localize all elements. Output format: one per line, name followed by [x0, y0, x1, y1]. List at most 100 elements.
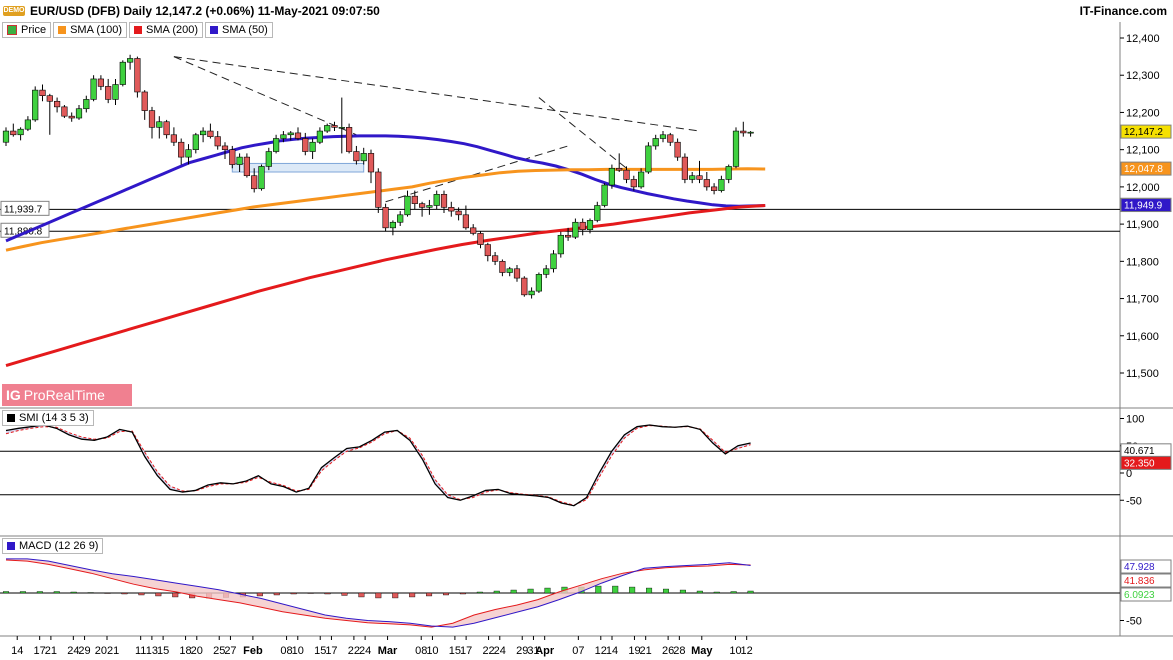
- macd-histogram-bar: [290, 592, 297, 595]
- candle-body: [550, 253, 557, 270]
- date-tick-label: 29: [516, 645, 528, 657]
- date-tick-label: 21: [45, 645, 57, 657]
- candle-body: [68, 115, 75, 119]
- smi-tick-label: 0: [1126, 468, 1132, 480]
- legend-sma50[interactable]: SMA (50): [205, 22, 273, 38]
- price-tag-box: [1120, 198, 1172, 213]
- date-tick-label: 27: [224, 645, 236, 657]
- candle-body: [331, 125, 338, 128]
- trendline-upper: [173, 56, 700, 132]
- candle-body: [265, 151, 272, 167]
- support-label: 11,939.7: [4, 204, 43, 215]
- candle-body: [105, 86, 112, 100]
- candle-body: [119, 61, 126, 85]
- candle-body: [353, 151, 360, 162]
- candle-body: [637, 171, 645, 188]
- candle-body: [645, 145, 652, 173]
- candle-body: [192, 134, 199, 150]
- price-tick-label: 11,900: [1126, 219, 1159, 231]
- candle-body: [243, 156, 251, 177]
- legend-sma100[interactable]: SMA (100): [53, 22, 128, 38]
- legend-price[interactable]: Price: [2, 22, 52, 38]
- macd-tag-box: [1120, 573, 1172, 588]
- candle-body: [375, 171, 382, 208]
- date-tick-label: 11: [135, 645, 146, 657]
- candle-body: [221, 145, 229, 150]
- candle-body: [616, 167, 623, 171]
- date-tick-label: 25: [213, 645, 225, 657]
- macd-histogram-bar: [679, 589, 686, 594]
- candle-body: [170, 134, 178, 143]
- date-tick-label: 13: [146, 645, 158, 657]
- price-tick-label: 12,000: [1126, 182, 1160, 194]
- price-tag-label: 11,949.9: [1124, 201, 1163, 212]
- macd-histogram-bar: [341, 592, 348, 596]
- macd-histogram-bar: [392, 592, 399, 599]
- macd-signal-line: [5, 559, 751, 628]
- date-tick-label: 24: [67, 645, 79, 657]
- candle-body: [367, 153, 375, 173]
- candle-body: [324, 125, 331, 132]
- smi-legend[interactable]: SMI (14 3 5 3): [2, 410, 94, 426]
- price-tick-label: 12,300: [1126, 70, 1160, 82]
- candle-body: [97, 78, 104, 87]
- price-swatch-icon: [7, 25, 17, 35]
- macd-histogram-bar: [256, 592, 263, 597]
- date-tick-label: 18: [179, 645, 191, 657]
- candle-body: [258, 166, 265, 190]
- date-tick-label: 14: [11, 645, 23, 657]
- candle-body: [345, 127, 353, 152]
- macd-histogram-bar: [544, 587, 551, 594]
- sma200-swatch-icon: [134, 26, 143, 34]
- macd-histogram-bar: [459, 592, 466, 595]
- candle-body: [338, 127, 345, 129]
- support-label-box: [0, 200, 50, 216]
- candle-body: [83, 99, 90, 110]
- candle-body: [455, 210, 462, 216]
- candle-body: [426, 205, 433, 208]
- candle-body: [667, 134, 674, 143]
- demo-badge: DEMO: [3, 6, 25, 16]
- macd-legend[interactable]: MACD (12 26 9): [2, 538, 104, 554]
- date-tick-label: 19: [628, 645, 640, 657]
- macd-histogram-bar: [612, 585, 619, 594]
- candle-body: [207, 130, 214, 137]
- date-tick-label: 14: [606, 645, 618, 657]
- legend-sma200[interactable]: SMA (200): [129, 22, 203, 38]
- candle-body: [404, 195, 411, 216]
- candle-body: [696, 175, 703, 180]
- candle-body: [579, 221, 586, 230]
- macd-tag-label: 41.836: [1124, 576, 1155, 587]
- macd-tag-label: 6.0923: [1124, 590, 1155, 601]
- date-tick-label: 15: [314, 645, 326, 657]
- candle-body: [710, 186, 718, 191]
- candle-body: [411, 195, 418, 204]
- candle-body: [75, 108, 83, 119]
- date-tick-label: 12: [741, 645, 753, 657]
- price-tick-label: 12,200: [1126, 107, 1160, 119]
- macd-histogram-bar: [19, 591, 26, 594]
- smi-line: [5, 424, 751, 507]
- candle-body: [491, 255, 499, 262]
- candle-body: [280, 134, 287, 139]
- candle-body: [141, 91, 148, 111]
- macd-tag-box: [1120, 587, 1172, 602]
- macd-tag-box: [1120, 559, 1172, 574]
- price-tag-box: [1120, 161, 1172, 176]
- candle-body: [156, 121, 163, 128]
- macd-histogram-bar: [70, 591, 77, 594]
- candle-body: [608, 167, 615, 186]
- candle-body: [601, 184, 608, 206]
- smi-tick-label: 100: [1126, 414, 1144, 426]
- macd-histogram-bar: [713, 591, 720, 594]
- candle-body: [703, 179, 710, 188]
- candle-body: [10, 130, 17, 136]
- candle-body: [251, 175, 258, 190]
- candle-body: [623, 169, 630, 180]
- macd-histogram-bar: [426, 592, 433, 597]
- price-tag-box: [1120, 124, 1172, 139]
- candle-body: [418, 203, 426, 208]
- candle-body: [506, 268, 513, 273]
- smi-swatch-icon: [7, 414, 15, 422]
- macd-tick-label: -50: [1126, 616, 1142, 628]
